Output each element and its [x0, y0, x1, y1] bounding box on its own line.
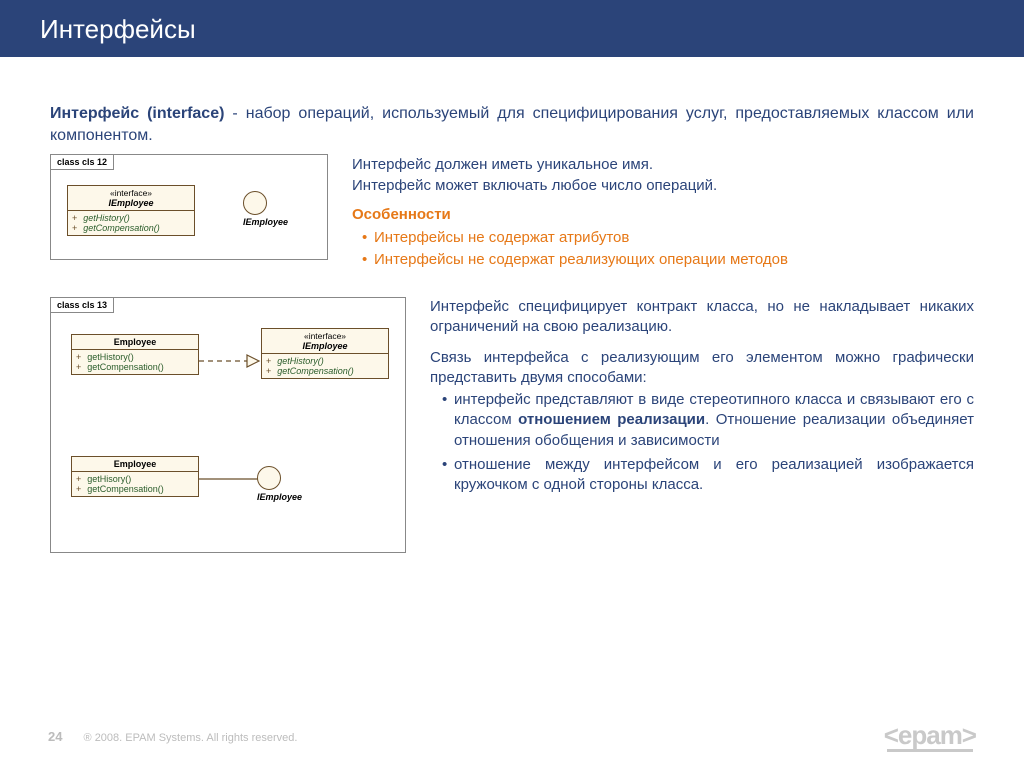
uml-operation: getHistory() — [87, 352, 134, 362]
lollipop-icon: IEmployee — [243, 191, 288, 227]
body-text-block: Интерфейс специфицирует контракт класса,… — [430, 297, 974, 553]
uml-operation: getHistory() — [277, 356, 324, 366]
uml-class-name: IEmployee — [266, 341, 384, 351]
text-line: Интерфейс может включать любое число опе… — [352, 175, 974, 196]
uml-operation: getCompensation() — [277, 366, 354, 376]
uml-operation: getCompensation() — [83, 223, 160, 233]
uml-employee-box: Employee +getHistory() +getCompensation(… — [71, 334, 199, 375]
page-number: 24 — [48, 729, 62, 744]
uml-class-name: Employee — [76, 337, 194, 347]
uml-operation: getCompensation() — [87, 484, 164, 494]
uml-class-name: IEmployee — [72, 198, 190, 208]
body-paragraph: Связь интерфейса с реализующим его элеме… — [430, 348, 974, 389]
body-list-item: отношение между интерфейсом и его реализ… — [442, 455, 974, 496]
uml-operation: getHistory() — [83, 213, 130, 223]
lollipop-label: IEmployee — [243, 217, 288, 227]
right-text-block-1: Интерфейс должен иметь уникальное имя. И… — [352, 154, 974, 271]
feature-item: Интерфейсы не содержат реализующих опера… — [362, 249, 974, 270]
realization-arrow-icon — [199, 352, 261, 370]
body-list-item: интерфейс представляют в виде стереотипн… — [442, 390, 974, 451]
epam-logo: <epam> — [884, 720, 976, 752]
uml-interface-box: «interface» IEmployee +getHistory() +get… — [261, 328, 389, 379]
diagram-cls-12: class cls 12 «interface» IEmployee +getH… — [50, 154, 328, 260]
lollipop-label: IEmployee — [257, 492, 302, 502]
intro-paragraph: Интерфейс (interface) - набор операций, … — [50, 103, 974, 146]
slide-title: Интерфейсы — [0, 0, 1024, 57]
uml-interface-box: «interface» IEmployee +getHistory() +get… — [67, 185, 195, 236]
diagram-tab: class cls 12 — [50, 154, 114, 170]
feature-item: Интерфейсы не содержат атрибутов — [362, 227, 974, 248]
copyright-text: ® 2008. EPAM Systems. All rights reserve… — [84, 732, 298, 744]
text-line: Интерфейс должен иметь уникальное имя. — [352, 154, 974, 175]
uml-stereotype: «interface» — [266, 331, 384, 341]
features-heading: Особенности — [352, 204, 974, 225]
lollipop-icon: IEmployee — [257, 466, 302, 502]
uml-employee-box-2: Employee +getHisory() +getCompensation() — [71, 456, 199, 497]
body-paragraph: Интерфейс специфицирует контракт класса,… — [430, 297, 974, 338]
uml-class-name: Employee — [76, 459, 194, 469]
uml-operation: getHisory() — [87, 474, 131, 484]
slide-footer: 24 ® 2008. EPAM Systems. All rights rese… — [0, 720, 1024, 752]
uml-stereotype: «interface» — [72, 188, 190, 198]
diagram-tab: class cls 13 — [50, 297, 114, 313]
uml-operation: getCompensation() — [87, 362, 164, 372]
lollipop-connector-icon — [199, 476, 259, 482]
intro-term: Интерфейс (interface) — [50, 105, 224, 122]
diagram-cls-13: class cls 13 Employee +getHistory() +get… — [50, 297, 406, 553]
